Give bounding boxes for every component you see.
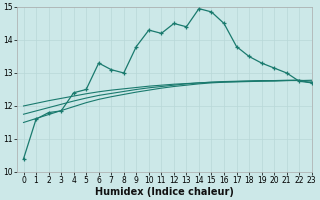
X-axis label: Humidex (Indice chaleur): Humidex (Indice chaleur) xyxy=(95,187,234,197)
